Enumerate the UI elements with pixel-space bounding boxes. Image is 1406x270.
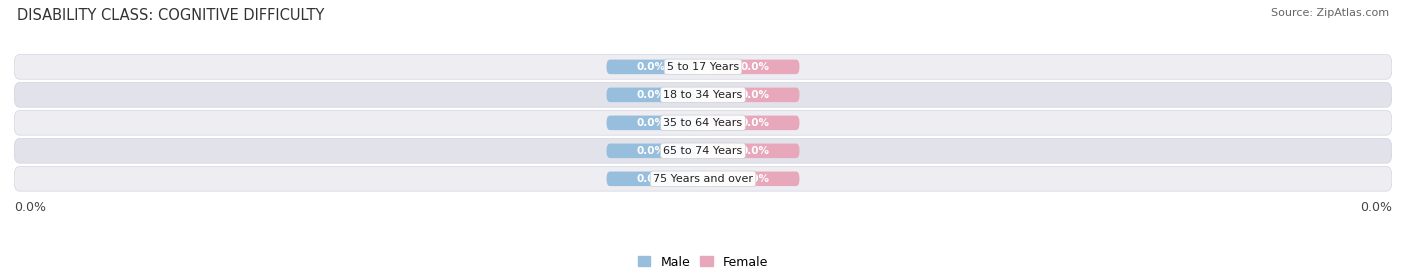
Text: 65 to 74 Years: 65 to 74 Years [664, 146, 742, 156]
FancyBboxPatch shape [14, 167, 1392, 191]
Text: 0.0%: 0.0% [1360, 201, 1392, 214]
FancyBboxPatch shape [710, 171, 800, 186]
Text: 0.0%: 0.0% [637, 90, 666, 100]
Text: 0.0%: 0.0% [637, 174, 666, 184]
FancyBboxPatch shape [606, 60, 696, 74]
Text: 35 to 64 Years: 35 to 64 Years [664, 118, 742, 128]
Text: 18 to 34 Years: 18 to 34 Years [664, 90, 742, 100]
Text: 75 Years and over: 75 Years and over [652, 174, 754, 184]
Legend: Male, Female: Male, Female [633, 251, 773, 270]
FancyBboxPatch shape [710, 116, 800, 130]
Text: 0.0%: 0.0% [740, 174, 769, 184]
Text: Source: ZipAtlas.com: Source: ZipAtlas.com [1271, 8, 1389, 18]
Text: 0.0%: 0.0% [14, 201, 46, 214]
FancyBboxPatch shape [14, 55, 1392, 79]
FancyBboxPatch shape [606, 171, 696, 186]
FancyBboxPatch shape [14, 83, 1392, 107]
Text: 5 to 17 Years: 5 to 17 Years [666, 62, 740, 72]
FancyBboxPatch shape [710, 87, 800, 102]
FancyBboxPatch shape [606, 87, 696, 102]
Text: 0.0%: 0.0% [740, 62, 769, 72]
Text: 0.0%: 0.0% [637, 118, 666, 128]
FancyBboxPatch shape [606, 144, 696, 158]
FancyBboxPatch shape [14, 110, 1392, 135]
Text: DISABILITY CLASS: COGNITIVE DIFFICULTY: DISABILITY CLASS: COGNITIVE DIFFICULTY [17, 8, 325, 23]
Text: 0.0%: 0.0% [637, 62, 666, 72]
Text: 0.0%: 0.0% [740, 146, 769, 156]
FancyBboxPatch shape [14, 139, 1392, 163]
FancyBboxPatch shape [710, 60, 800, 74]
FancyBboxPatch shape [606, 116, 696, 130]
Text: 0.0%: 0.0% [740, 90, 769, 100]
Text: 0.0%: 0.0% [637, 146, 666, 156]
Text: 0.0%: 0.0% [740, 118, 769, 128]
FancyBboxPatch shape [710, 144, 800, 158]
